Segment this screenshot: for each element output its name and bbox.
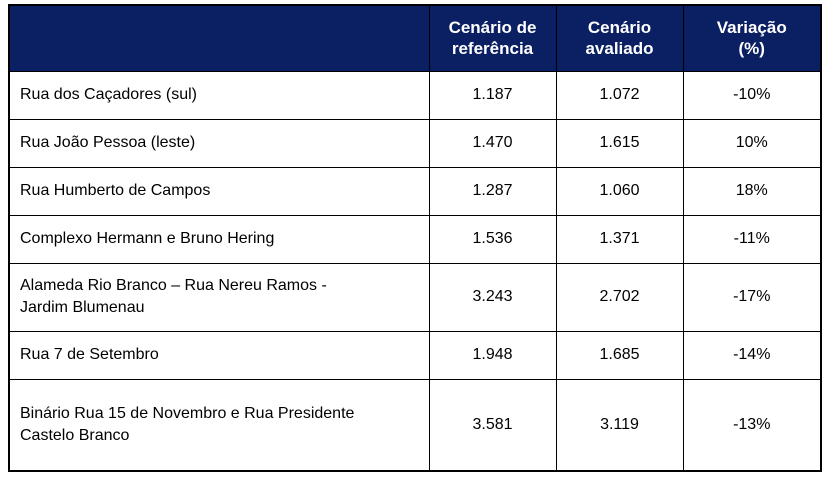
row-name-cell: Alameda Rio Branco – Rua Nereu Ramos - J… bbox=[8, 262, 430, 332]
variacao-value-cell: -11% bbox=[682, 214, 822, 264]
avaliado-value-cell: 1.371 bbox=[555, 214, 684, 264]
avaliado-value-cell: 1.060 bbox=[555, 166, 684, 216]
row-name-cell: Rua Humberto de Campos bbox=[8, 166, 430, 216]
col-header-variacao: Variação (%) bbox=[682, 4, 822, 72]
row-name-cell: Rua João Pessoa (leste) bbox=[8, 118, 430, 168]
col-header-cenario-avaliado: Cenário avaliado bbox=[555, 4, 684, 72]
avaliado-value-cell: 2.702 bbox=[555, 262, 684, 332]
referencia-value-cell: 3.243 bbox=[428, 262, 557, 332]
referencia-value-cell: 1.536 bbox=[428, 214, 557, 264]
row-name-cell: Rua 7 de Setembro bbox=[8, 330, 430, 380]
row-name-cell: Complexo Hermann e Bruno Hering bbox=[8, 214, 430, 264]
variacao-value-cell: 18% bbox=[682, 166, 822, 216]
referencia-value-cell: 1.287 bbox=[428, 166, 557, 216]
referencia-value-cell: 3.581 bbox=[428, 378, 557, 472]
referencia-value-cell: 1.948 bbox=[428, 330, 557, 380]
table-row: Alameda Rio Branco – Rua Nereu Ramos - J… bbox=[8, 262, 822, 332]
variacao-value-cell: 10% bbox=[682, 118, 822, 168]
table-row: Complexo Hermann e Bruno Hering 1.536 1.… bbox=[8, 214, 822, 264]
referencia-value-cell: 1.470 bbox=[428, 118, 557, 168]
variacao-value-cell: -10% bbox=[682, 70, 822, 120]
header-row: Cenário de referência Cenário avaliado V… bbox=[8, 4, 822, 72]
referencia-value-cell: 1.187 bbox=[428, 70, 557, 120]
col-header-cenario-referencia: Cenário de referência bbox=[428, 4, 557, 72]
table-row: Binário Rua 15 de Novembro e Rua Preside… bbox=[8, 378, 822, 472]
table-row: Rua dos Caçadores (sul) 1.187 1.072 -10% bbox=[8, 70, 822, 120]
row-name-cell: Rua dos Caçadores (sul) bbox=[8, 70, 430, 120]
table-row: Rua Humberto de Campos 1.287 1.060 18% bbox=[8, 166, 822, 216]
variacao-value-cell: -17% bbox=[682, 262, 822, 332]
variacao-value-cell: -14% bbox=[682, 330, 822, 380]
row-name-cell: Binário Rua 15 de Novembro e Rua Preside… bbox=[8, 378, 430, 472]
table-header: Cenário de referência Cenário avaliado V… bbox=[8, 4, 822, 72]
table-body: Rua dos Caçadores (sul) 1.187 1.072 -10%… bbox=[8, 70, 822, 472]
traffic-scenarios-table: Cenário de referência Cenário avaliado V… bbox=[8, 4, 822, 472]
table-row: Rua 7 de Setembro 1.948 1.685 -14% bbox=[8, 330, 822, 380]
avaliado-value-cell: 1.685 bbox=[555, 330, 684, 380]
table-row: Rua João Pessoa (leste) 1.470 1.615 10% bbox=[8, 118, 822, 168]
col-header-empty bbox=[8, 4, 430, 72]
variacao-value-cell: -13% bbox=[682, 378, 822, 472]
avaliado-value-cell: 1.615 bbox=[555, 118, 684, 168]
avaliado-value-cell: 1.072 bbox=[555, 70, 684, 120]
avaliado-value-cell: 3.119 bbox=[555, 378, 684, 472]
